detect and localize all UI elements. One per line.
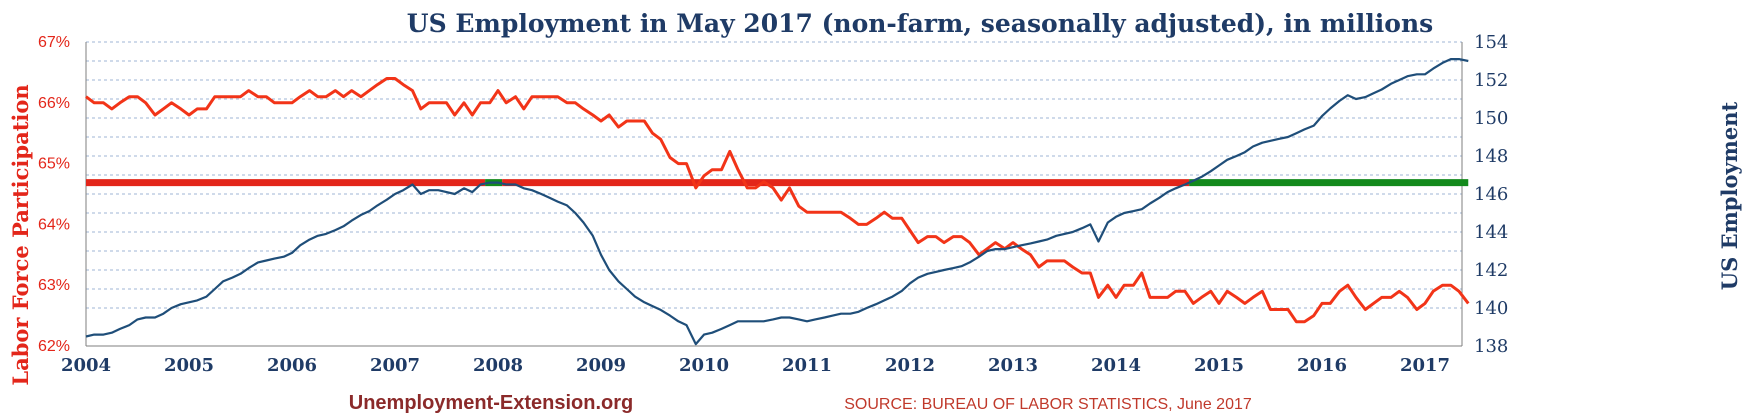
y-right-tick-label: 148 — [1474, 146, 1508, 167]
y-axis-left-label: Labor Force Participation — [8, 84, 33, 385]
x-tick-label: 2009 — [576, 355, 626, 376]
y-right-tick-label: 150 — [1474, 108, 1508, 129]
site-credit: Unemployment-Extension.org — [349, 392, 633, 414]
x-tick-label: 2007 — [370, 355, 420, 376]
x-tick-label: 2014 — [1091, 355, 1141, 376]
y-right-tick-label: 152 — [1474, 70, 1508, 91]
x-tick-label: 2011 — [782, 355, 832, 376]
y-left-tick-label: 64% — [38, 216, 70, 233]
chart-title: US Employment in May 2017 (non-farm, sea… — [407, 9, 1433, 38]
x-tick-label: 2008 — [473, 355, 523, 376]
y-right-tick-label: 154 — [1474, 32, 1508, 53]
x-tick-label: 2015 — [1194, 355, 1244, 376]
y-left-tick-label: 65% — [38, 156, 70, 173]
x-tick-label: 2010 — [679, 355, 729, 376]
ticks-layer: 62% 63% 64% 65% 66% 67% 138 140 142 144 146 148 150 1… — [38, 32, 1508, 376]
y-left-tick-label: 67% — [38, 34, 70, 51]
x-tick-label: 2005 — [164, 355, 214, 376]
x-tick-label: 2004 — [61, 355, 111, 376]
x-tick-label: 2017 — [1400, 355, 1450, 376]
x-tick-label: 2013 — [988, 355, 1038, 376]
series-line-participation — [85, 77, 1470, 324]
grid-layer — [86, 41, 1462, 309]
y-right-tick-label: 146 — [1474, 184, 1508, 205]
x-tick-label: 2006 — [267, 355, 317, 376]
y-axis-right-label: US Employment — [1717, 101, 1742, 290]
x-tick-label: 2016 — [1297, 355, 1347, 376]
y-left-tick-label: 63% — [38, 277, 70, 294]
series-layer — [85, 58, 1470, 346]
series-line-employment — [85, 58, 1469, 346]
y-left-tick-label: 66% — [38, 95, 70, 112]
source-note: SOURCE: BUREAU OF LABOR STATISTICS, June… — [844, 396, 1252, 413]
y-right-tick-label: 138 — [1474, 336, 1508, 357]
y-right-tick-label: 142 — [1474, 260, 1508, 281]
y-right-tick-label: 140 — [1474, 298, 1508, 319]
x-tick-label: 2012 — [885, 355, 935, 376]
y-left-tick-label: 62% — [38, 338, 70, 355]
y-right-tick-label: 144 — [1474, 222, 1508, 243]
